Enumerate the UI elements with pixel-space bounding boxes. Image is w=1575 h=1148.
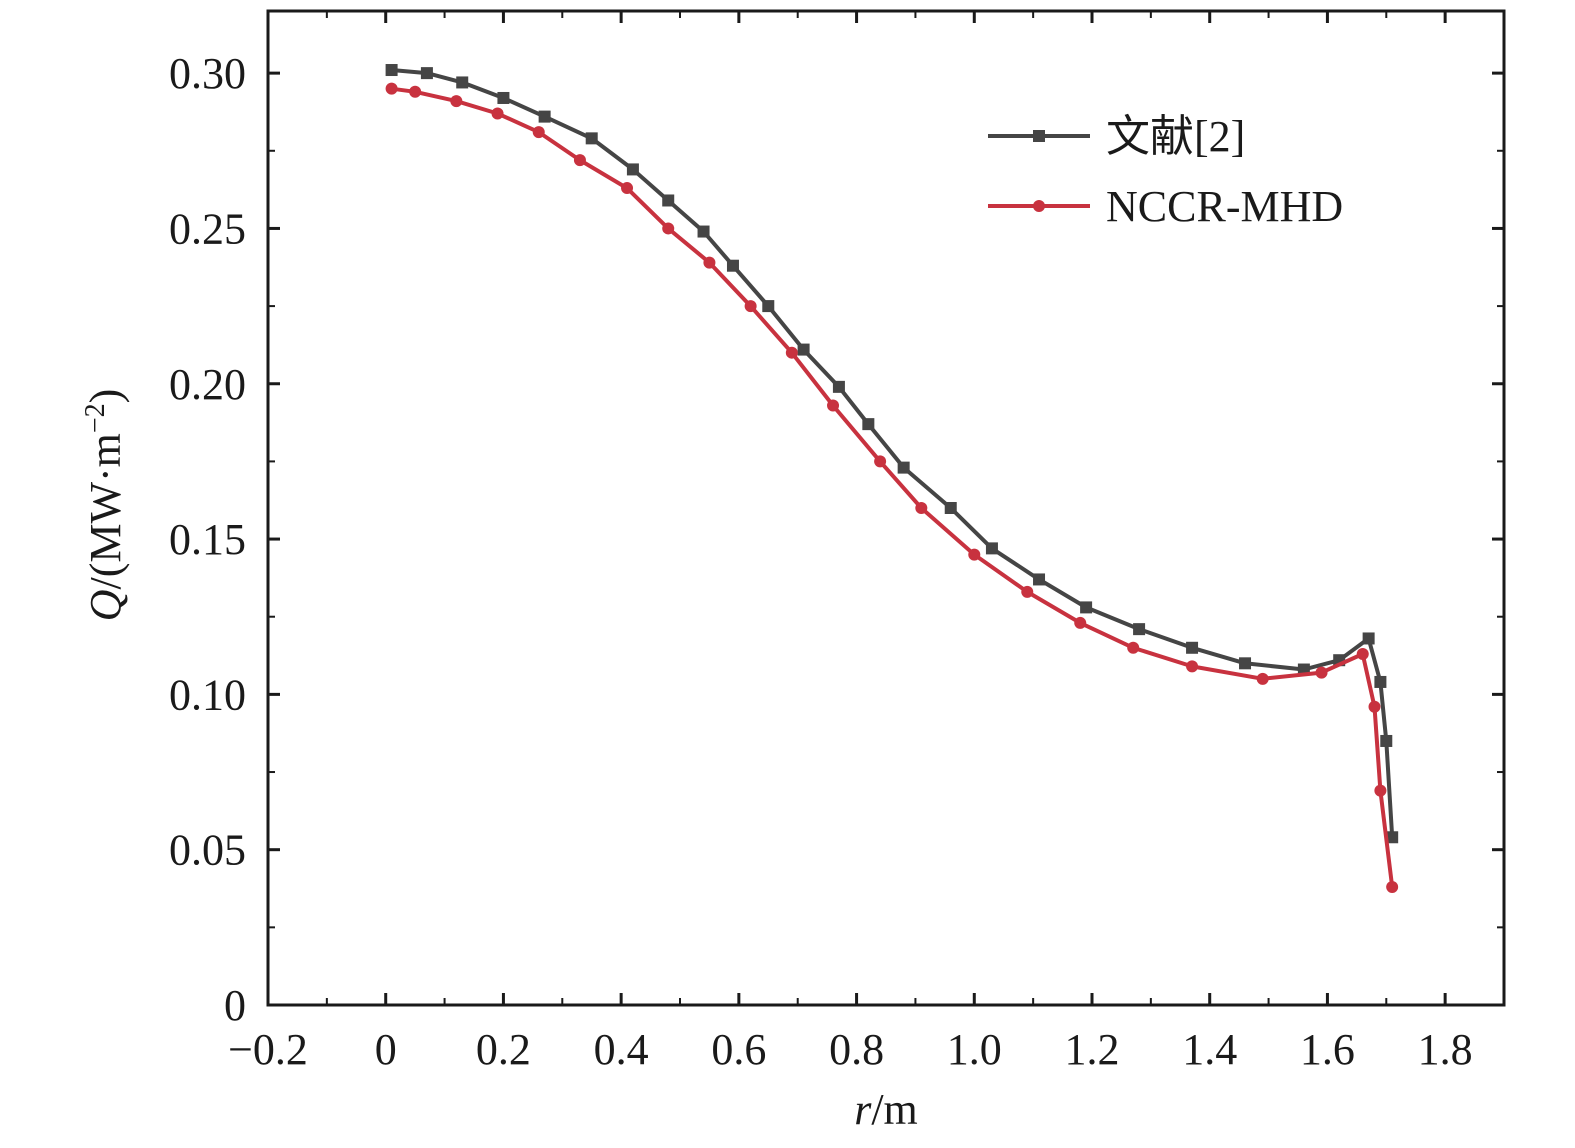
x-tick-label: −0.2 (228, 1025, 308, 1074)
y-axis-unit: /(MW·m (81, 433, 130, 589)
data-point-square (538, 110, 551, 123)
x-tick-label: 0.8 (829, 1025, 884, 1074)
x-tick-label: 1.6 (1300, 1025, 1355, 1074)
x-tick-label: 1.4 (1182, 1025, 1237, 1074)
data-point-circle (1127, 641, 1140, 654)
legend-marker-circle (1033, 200, 1045, 212)
plot-frame (266, 9, 1506, 1007)
data-point-circle (532, 126, 545, 139)
series-line (391, 68, 1395, 838)
data-point-circle (874, 455, 887, 468)
data-point-circle (915, 502, 928, 514)
plot-area-border (266, 9, 1506, 1007)
data-point-circle (1368, 700, 1381, 713)
x-tick-label: 1.2 (1065, 1025, 1120, 1074)
data-point-square (1374, 675, 1387, 688)
data-point-circle (1021, 585, 1034, 598)
x-axis-variable: r (854, 1085, 872, 1134)
legend: 文献[2] NCCR-MHD (988, 112, 1343, 231)
x-tick-label: 0.4 (594, 1025, 649, 1074)
data-point-square (1080, 601, 1093, 614)
series-2 (385, 82, 1399, 893)
data-point-square (420, 67, 433, 80)
y-tick-label: 0.25 (169, 204, 246, 253)
data-point-square (385, 64, 398, 77)
y-tick-label: 0.30 (169, 49, 246, 98)
x-tick-label: 1.0 (947, 1025, 1002, 1074)
y-axis-ticks: 0 0.05 0.10 0.15 0.20 0.25 0.30 (169, 49, 1504, 1030)
data-point-circle (1386, 880, 1399, 893)
y-axis-label: Q/(MW·m−2) (80, 389, 130, 622)
x-axis-unit: /m (871, 1085, 917, 1134)
data-point-square (897, 461, 910, 474)
x-axis-ticks: −0.2 0 0.2 0.4 0.6 0.8 1.0 1.2 1.4 1.6 1.8 (228, 11, 1473, 1074)
data-point-circle (1186, 660, 1199, 673)
data-point-circle (1356, 647, 1369, 660)
series-layer (385, 64, 1399, 893)
x-tick-label: 0 (375, 1025, 397, 1074)
data-point-square (797, 343, 810, 356)
y-tick-label: 0.15 (169, 515, 246, 564)
data-point-circle (385, 82, 398, 95)
y-axis-variable: Q (81, 590, 130, 622)
data-point-square (985, 542, 998, 555)
y-tick-label: 0.05 (169, 826, 246, 875)
legend-label-series-2: NCCR-MHD (1106, 182, 1343, 231)
data-point-square (944, 502, 957, 514)
data-point-circle (968, 548, 981, 561)
data-point-square (832, 380, 845, 393)
data-point-square (862, 418, 875, 431)
data-point-circle (573, 154, 586, 167)
data-point-square (1133, 623, 1146, 636)
data-point-circle (662, 222, 675, 235)
x-tick-label: 0.2 (476, 1025, 531, 1074)
data-point-square (662, 194, 675, 207)
data-point-square (1186, 641, 1199, 654)
data-point-circle (1315, 666, 1328, 679)
y-tick-label: 0 (224, 981, 246, 1030)
data-point-square (1239, 657, 1252, 670)
data-point-square (1386, 831, 1399, 844)
x-tick-label: 0.6 (711, 1025, 766, 1074)
data-point-square (497, 91, 510, 104)
y-tick-label: 0.10 (169, 670, 246, 719)
data-point-circle (1074, 616, 1087, 629)
data-point-circle (409, 85, 422, 98)
data-point-circle (785, 346, 798, 359)
data-point-circle (827, 399, 840, 412)
series-1 (385, 64, 1399, 844)
x-axis-label: r/m (854, 1085, 918, 1134)
data-point-square (726, 259, 739, 272)
data-point-circle (621, 182, 634, 195)
data-point-circle (1374, 784, 1387, 797)
data-point-square (585, 132, 598, 145)
data-point-square (626, 163, 639, 176)
data-point-square (456, 76, 469, 89)
data-point-square (1033, 573, 1046, 586)
data-point-square (1380, 734, 1393, 747)
data-point-circle (1256, 672, 1269, 685)
y-axis-unit-exponent: −2 (80, 403, 111, 433)
data-point-square (762, 300, 775, 313)
y-tick-label: 0.20 (169, 360, 246, 409)
legend-marker-square (1033, 130, 1045, 142)
data-point-square (1362, 632, 1375, 645)
data-point-circle (491, 107, 504, 120)
legend-label-series-1: 文献[2] (1106, 112, 1245, 161)
data-point-circle (744, 300, 757, 313)
data-point-circle (450, 95, 463, 108)
data-point-square (697, 225, 710, 238)
y-axis-unit-close: ) (81, 389, 130, 404)
data-point-circle (703, 256, 716, 269)
x-tick-label: 1.8 (1418, 1025, 1473, 1074)
